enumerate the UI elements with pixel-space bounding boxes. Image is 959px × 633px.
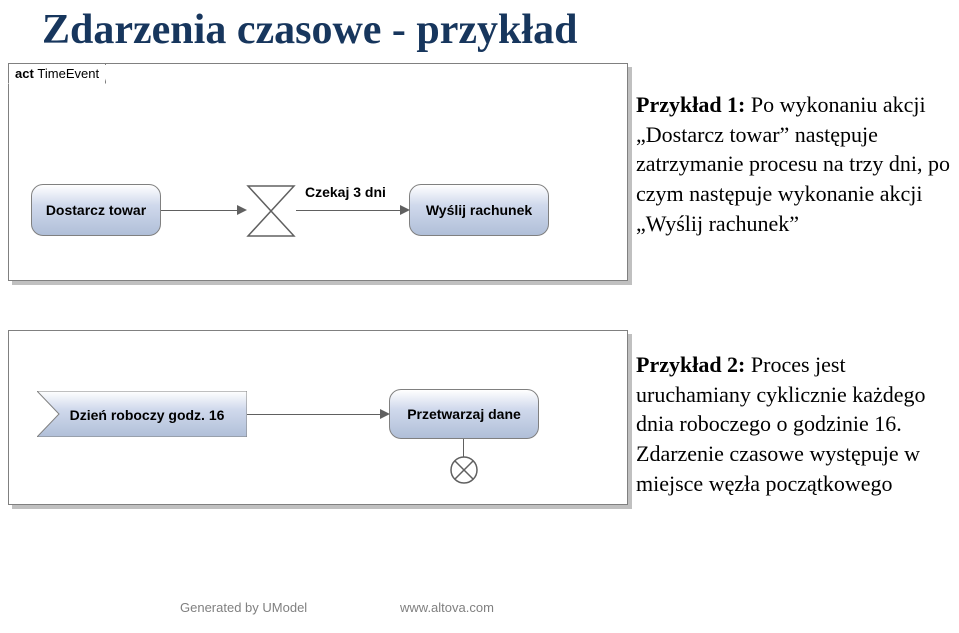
action-label: Dostarcz towar <box>46 202 146 218</box>
arrow-head-icon <box>400 205 410 215</box>
event-label: Dzień roboczy godz. 16 <box>70 407 225 423</box>
example-2-text: Przykład 2: Proces jest uruchamiany cykl… <box>636 350 959 498</box>
action-label: Wyślij rachunek <box>426 202 532 218</box>
frame-name: TimeEvent <box>37 66 99 81</box>
hourglass-icon <box>246 184 296 243</box>
page-title: Zdarzenia czasowe - przykład <box>42 6 577 54</box>
arrow-head-icon <box>380 409 390 419</box>
flow-final-icon <box>449 455 479 490</box>
arrow-head-icon <box>237 205 247 215</box>
diagram-frame-2: Dzień roboczy godz. 16 Przetwarzaj dane <box>8 330 628 505</box>
footer-url: www.altova.com <box>400 600 494 615</box>
diagram-frame-1: act TimeEvent Dostarcz towar Wyślij rach… <box>8 63 628 281</box>
accept-time-event: Dzień roboczy godz. 16 <box>37 391 247 442</box>
timer-label: Czekaj 3 dni <box>305 184 386 200</box>
action-wyslij-rachunek: Wyślij rachunek <box>409 184 549 236</box>
frame-tab: act TimeEvent <box>8 63 106 84</box>
arrow <box>247 414 386 415</box>
action-przetwarzaj-dane: Przetwarzaj dane <box>389 389 539 439</box>
arrow <box>161 210 243 211</box>
page: { "title": { "text": "Zdarzenia czasowe … <box>0 0 959 633</box>
action-label: Przetwarzaj dane <box>407 406 521 422</box>
example-1-text: Przykład 1: Po wykonaniu akcji „Dostarcz… <box>636 90 956 238</box>
arrow <box>296 210 406 211</box>
footer-generated: Generated by UModel <box>180 600 307 615</box>
action-dostarcz-towar: Dostarcz towar <box>31 184 161 236</box>
frame-keyword: act <box>15 66 34 81</box>
bold-prefix: Przykład 2: <box>636 352 745 377</box>
bold-prefix: Przykład 1: <box>636 92 745 117</box>
